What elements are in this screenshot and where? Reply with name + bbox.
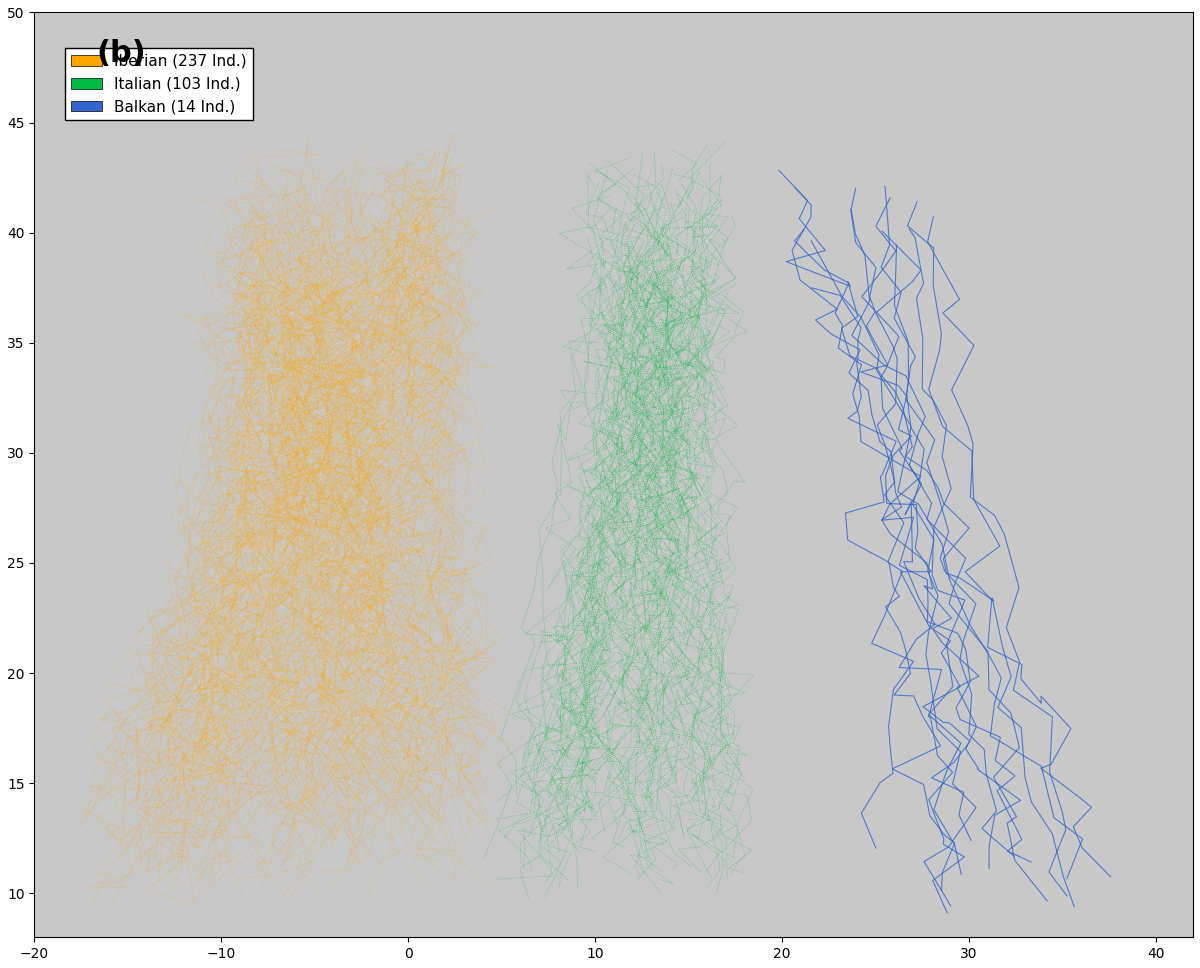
Text: (b): (b) (96, 39, 145, 68)
Legend: Iberian (237 Ind.), Italian (103 Ind.), Balkan (14 Ind.): Iberian (237 Ind.), Italian (103 Ind.), … (65, 47, 253, 120)
